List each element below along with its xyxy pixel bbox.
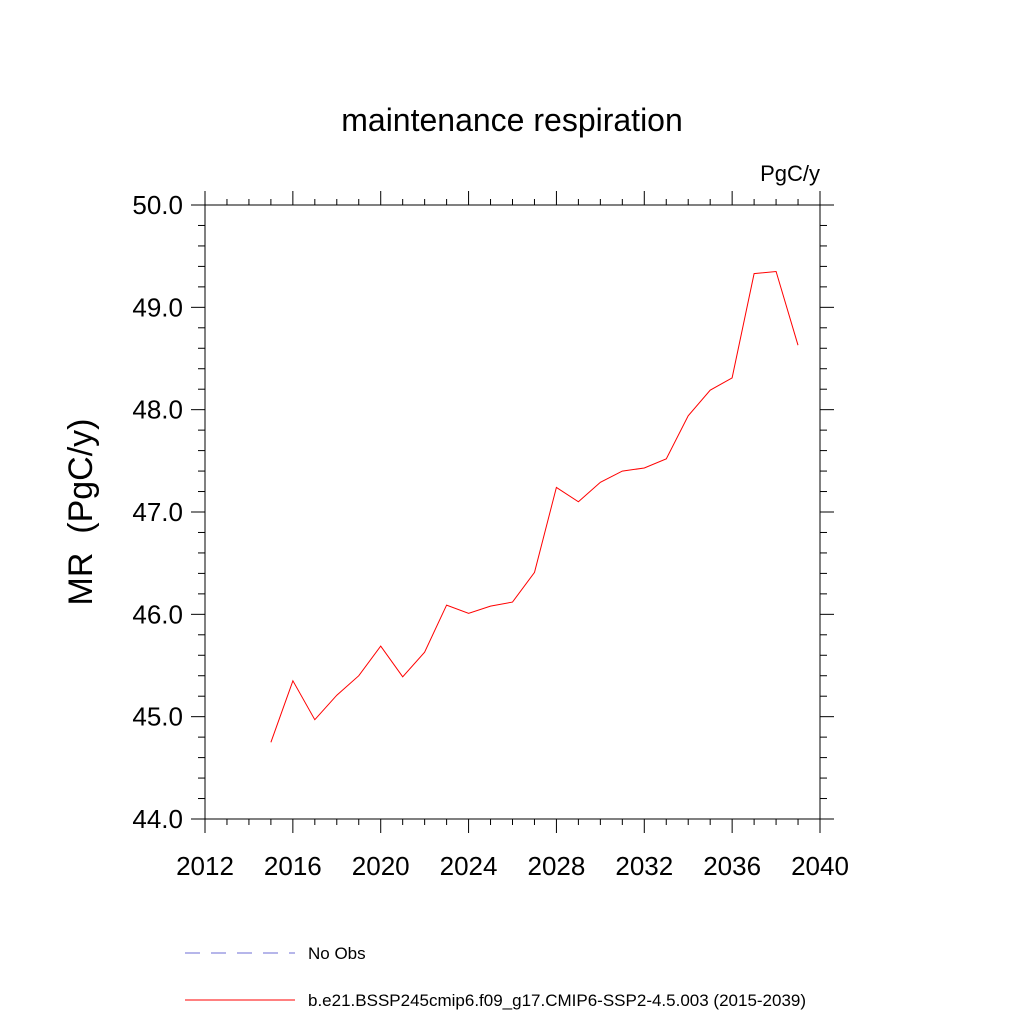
y-tick-label: 49.0 — [132, 292, 183, 322]
y-tick-label: 50.0 — [132, 190, 183, 220]
x-tick-label: 2024 — [440, 851, 498, 881]
x-tick-label: 2040 — [791, 851, 849, 881]
x-tick-label: 2032 — [615, 851, 673, 881]
x-tick-label: 2016 — [264, 851, 322, 881]
x-tick-label: 2012 — [176, 851, 234, 881]
x-tick-label: 2036 — [703, 851, 761, 881]
legend-label: b.e21.BSSP245cmip6.f09_g17.CMIP6-SSP2-4.… — [308, 991, 806, 1010]
legend-label: No Obs — [308, 944, 366, 963]
y-tick-label: 48.0 — [132, 395, 183, 425]
y-tick-label: 46.0 — [132, 599, 183, 629]
y-tick-label: 47.0 — [132, 497, 183, 527]
y-tick-label: 44.0 — [132, 804, 183, 834]
x-tick-label: 2028 — [528, 851, 586, 881]
axes-layer: 2012 2016 2020 2024 2028 2032 2036 2040 44.0 45.0… — [132, 190, 849, 881]
x-tick-label: 2020 — [352, 851, 410, 881]
plot-frame — [204, 204, 821, 820]
units-label: PgC/y — [760, 161, 820, 186]
series-layer — [270, 270, 799, 743]
y-tick-label: 45.0 — [132, 702, 183, 732]
y-axis-label: MR (PgC/y) — [62, 419, 100, 606]
legend: No Obs b.e21.BSSP245cmip6.f09_g17.CMIP6-S… — [185, 944, 806, 1010]
series-line — [270, 270, 799, 743]
chart-title: maintenance respiration — [341, 102, 683, 138]
